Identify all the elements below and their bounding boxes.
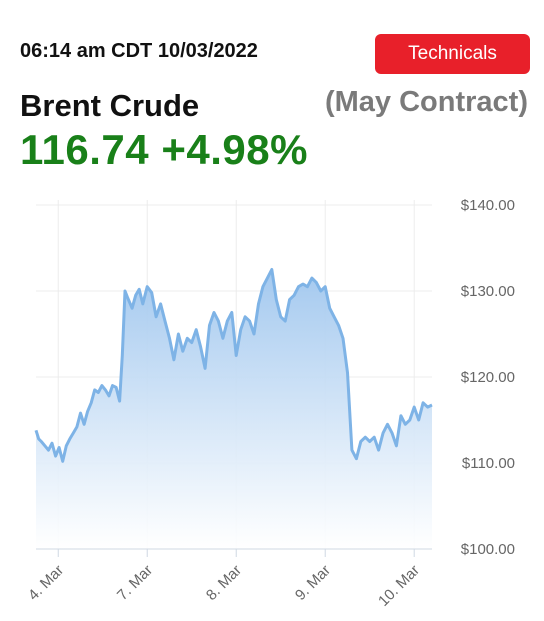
y-tick-label: $140.00	[461, 197, 515, 214]
change-percent: +4.98%	[161, 126, 308, 173]
y-tick-label: $110.00	[462, 455, 515, 472]
x-tick-label: 8. Mar	[203, 562, 245, 604]
contract-label: (May Contract)	[324, 86, 528, 118]
price-chart: $100.00 $110.00 $120.00 $130.00 $140.00 4. M…	[25, 197, 515, 610]
timestamp: 06:14 am CDT 10/03/2022	[20, 40, 258, 62]
x-axis-ticks: 4. Mar 7. Mar 8. Mar 9. Mar 10. Mar	[25, 549, 423, 610]
instrument-name: Brent Crude	[20, 88, 200, 123]
x-tick-label: 4. Mar	[25, 562, 67, 604]
y-tick-label: $100.00	[461, 541, 515, 558]
y-tick-label: $120.00	[461, 369, 515, 386]
x-tick-label: 9. Mar	[292, 562, 334, 604]
y-axis-ticks: $100.00 $110.00 $120.00 $130.00 $140.00	[461, 197, 515, 558]
technicals-button[interactable]: Technicals	[375, 34, 530, 74]
price-and-change: 116.74 +4.98%	[20, 126, 308, 174]
x-tick-label: 10. Mar	[375, 562, 423, 610]
last-price: 116.74	[20, 126, 150, 173]
price-line	[34, 268, 433, 463]
price-area-fill	[36, 269, 432, 549]
y-tick-label: $130.00	[461, 283, 515, 300]
x-tick-label: 7. Mar	[114, 562, 156, 604]
